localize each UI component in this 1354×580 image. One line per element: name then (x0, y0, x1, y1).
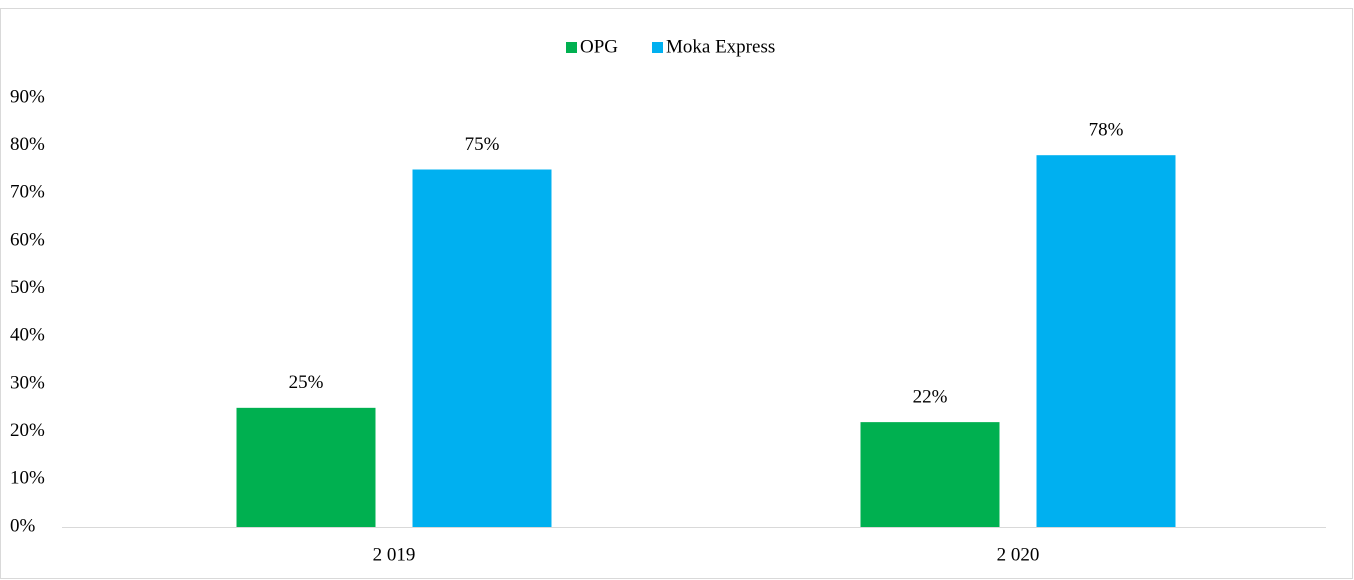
y-tick-label: 30% (10, 372, 45, 393)
bar (1036, 155, 1176, 527)
y-tick-label: 50% (10, 277, 45, 298)
y-tick-label: 80% (10, 134, 45, 155)
y-tick-label: 40% (10, 325, 45, 346)
data-label: 22% (913, 386, 948, 407)
bar (860, 422, 1000, 527)
bar (236, 407, 376, 527)
y-tick-label: 10% (10, 468, 45, 489)
legend-label: OPG (580, 36, 618, 57)
data-label: 25% (289, 372, 324, 393)
y-tick-label: 70% (10, 182, 45, 203)
legend-swatch (566, 42, 577, 53)
data-label: 75% (465, 134, 500, 155)
y-tick-label: 60% (10, 229, 45, 250)
x-tick-label: 2 020 (997, 544, 1040, 565)
legend-swatch (652, 42, 663, 53)
legend-label: Moka Express (666, 36, 775, 57)
y-tick-label: 0% (10, 515, 36, 536)
y-tick-label: 90% (10, 86, 45, 107)
data-label: 78% (1089, 120, 1124, 141)
y-tick-label: 20% (10, 420, 45, 441)
x-tick-label: 2 019 (373, 544, 416, 565)
bar (412, 169, 552, 527)
